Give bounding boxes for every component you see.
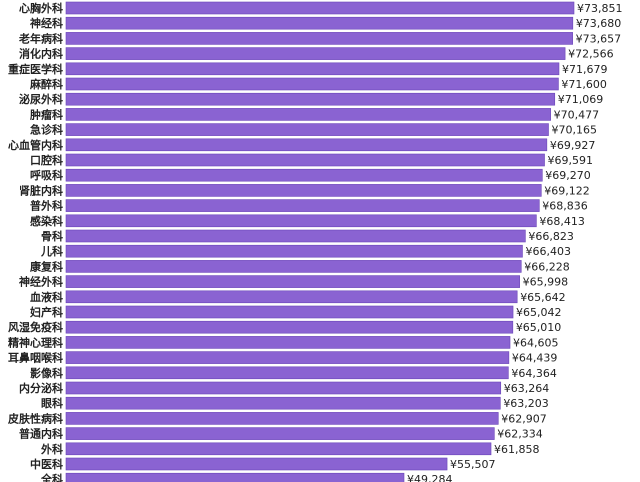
value-label: ¥65,998 (523, 276, 569, 289)
value-label: ¥62,907 (501, 412, 547, 425)
bar (65, 153, 545, 167)
bar (65, 47, 566, 60)
bar (65, 396, 501, 410)
category-label: 中医科 (30, 457, 63, 471)
category-label: 儿科 (40, 244, 63, 258)
bars-layer (65, 1, 575, 482)
category-label: 肾脏内科 (19, 183, 63, 197)
category-label: 精神心理科 (8, 335, 63, 349)
value-label: ¥69,270 (545, 169, 591, 182)
category-label: 眼科 (41, 396, 63, 410)
category-label: 内分泌科 (19, 381, 63, 395)
bar (65, 229, 526, 243)
value-label: ¥65,010 (516, 321, 562, 334)
bar (65, 290, 518, 304)
bar (65, 77, 559, 91)
value-label: ¥64,605 (513, 336, 559, 349)
category-label: 泌尿外科 (19, 92, 63, 106)
value-label: ¥66,823 (528, 230, 574, 243)
category-label: 心胸外科 (19, 1, 63, 15)
bar (65, 138, 548, 152)
bar (65, 92, 556, 106)
value-label: ¥61,858 (494, 443, 540, 456)
category-label: 外科 (40, 442, 63, 456)
value-label: ¥66,403 (525, 245, 571, 258)
value-label: ¥49,284 (407, 473, 453, 482)
value-label: ¥64,439 (512, 352, 558, 365)
category-label: 心血管内科 (8, 138, 63, 152)
value-label: ¥71,600 (561, 78, 607, 91)
category-label: 口腔科 (30, 153, 63, 167)
value-label: ¥69,927 (550, 139, 596, 152)
value-label: ¥55,507 (450, 458, 496, 471)
value-label: ¥70,477 (554, 108, 600, 121)
category-label: 普外科 (30, 199, 63, 213)
category-label: 耳鼻咽喉科 (8, 351, 63, 365)
category-label: 风湿免疫科 (8, 320, 63, 334)
bar (65, 168, 543, 182)
bar (65, 199, 540, 212)
bar (65, 123, 549, 136)
bar (65, 366, 509, 380)
category-label: 急诊科 (30, 123, 63, 137)
bar (65, 381, 502, 395)
category-label: 重症医学科 (8, 62, 63, 76)
value-label: ¥73,851 (577, 2, 623, 15)
category-label: 神经外科 (19, 275, 63, 289)
category-label: 肿瘤科 (30, 107, 63, 121)
bar (65, 336, 511, 349)
bar (65, 32, 573, 45)
category-label: 妇产科 (29, 305, 63, 319)
value-label: ¥65,642 (520, 291, 566, 304)
bar (65, 427, 495, 440)
bar (65, 412, 499, 425)
value-label: ¥69,591 (548, 154, 594, 167)
bar (65, 275, 520, 288)
value-label: ¥73,657 (576, 32, 622, 45)
category-label: 康复科 (30, 259, 63, 273)
bar (65, 1, 575, 15)
bar (65, 457, 448, 471)
bar (65, 305, 514, 319)
category-label: 影像科 (30, 366, 63, 380)
value-label: ¥64,364 (511, 367, 557, 380)
bar (65, 442, 492, 456)
bar (65, 108, 551, 121)
bar (65, 244, 523, 258)
bar (65, 260, 522, 273)
value-label: ¥63,264 (504, 382, 549, 395)
category-label: 麻醉科 (29, 77, 63, 91)
value-label: ¥68,413 (539, 215, 585, 228)
category-label: 神经科 (30, 16, 63, 30)
category-label: 老年病科 (18, 31, 63, 45)
bar (65, 320, 514, 334)
category-label: 消化内科 (19, 47, 63, 61)
category-label: 感染科 (30, 214, 63, 228)
category-label: 呼吸科 (30, 168, 63, 182)
bar (65, 184, 542, 197)
category-label: 普通内科 (19, 427, 63, 441)
labels-layer: 心胸外科 ¥73,851 神经科 ¥73,680 老年病科 ¥73,657 消化内科 ¥72,… (7, 1, 623, 482)
value-label: ¥71,069 (558, 93, 604, 106)
value-label: ¥69,122 (544, 184, 590, 197)
bar (65, 214, 537, 228)
value-label: ¥72,566 (568, 48, 614, 61)
bar (65, 62, 560, 76)
value-label: ¥71,679 (562, 63, 608, 76)
category-label: 血液科 (30, 290, 63, 304)
value-label: ¥70,165 (551, 124, 597, 137)
value-label: ¥68,836 (542, 200, 588, 213)
value-label: ¥63,203 (503, 397, 548, 410)
bar (65, 351, 510, 364)
bar (65, 16, 574, 30)
value-label: ¥62,334 (497, 428, 543, 441)
category-label: 皮肤性病科 (7, 411, 63, 425)
value-label: ¥73,680 (576, 17, 622, 30)
category-label: 骨科 (41, 229, 63, 243)
category-label: 全科 (40, 472, 63, 482)
value-label: ¥66,228 (524, 260, 570, 273)
value-label: ¥65,042 (516, 306, 562, 319)
bar (65, 472, 405, 482)
